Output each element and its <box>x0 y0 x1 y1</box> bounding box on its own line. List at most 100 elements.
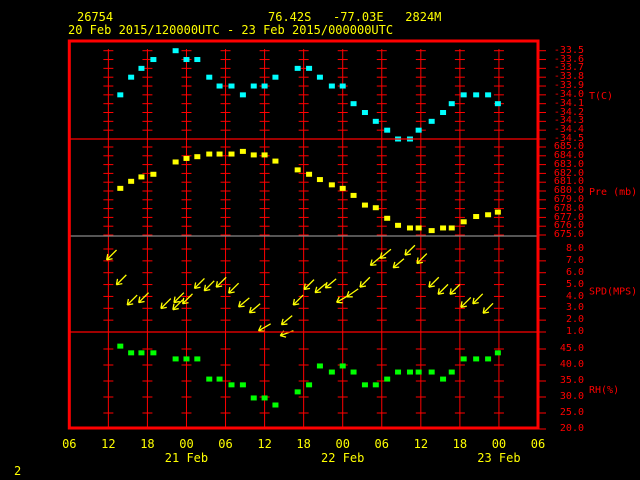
pressure-point <box>494 209 501 215</box>
wind-arrow-head <box>194 286 201 289</box>
wind-arrow-shaft <box>126 294 138 306</box>
wind-arrow-head <box>482 307 485 314</box>
pressure-point <box>350 192 357 198</box>
wind-arrow-shaft <box>258 323 271 332</box>
pressure-point <box>216 151 223 157</box>
y-tick-label: 3.0 <box>565 302 584 314</box>
temperature-point <box>216 83 223 89</box>
humidity-point <box>316 363 323 369</box>
plot-frame <box>67 39 540 430</box>
wind-arrow-shaft <box>460 296 472 308</box>
wind-arrow-shaft <box>115 274 127 286</box>
station-id: 26754 <box>77 10 114 24</box>
pressure-point <box>428 228 435 234</box>
wind-arrow-head <box>428 281 431 288</box>
wind-arrow-head <box>160 306 167 310</box>
wind-arrow-head <box>392 261 396 268</box>
y-tick-label: 4.0 <box>565 290 584 302</box>
wind-arrow-shaft <box>281 315 293 326</box>
humidity-point <box>428 369 435 375</box>
wind-arrow-head <box>314 286 318 293</box>
wind-arrow-head <box>138 300 145 304</box>
wind-arrow-head <box>160 302 163 309</box>
wind-arrow-shaft <box>160 298 172 309</box>
pressure-point <box>117 185 124 191</box>
wind-arrow-head <box>359 285 367 288</box>
temperature-point <box>117 92 124 98</box>
wind-arrow-head <box>193 282 197 289</box>
x-tick-label: 06 <box>375 437 389 451</box>
date-label: 21 Feb <box>165 451 208 465</box>
humidity-point <box>415 369 422 375</box>
humidity-point <box>372 382 379 388</box>
y-tick-label: -33.6 <box>553 53 584 65</box>
wind-arrow-head <box>369 259 373 266</box>
humidity-point <box>138 350 145 356</box>
wind-arrow-shaft <box>303 279 315 290</box>
wind-arrow-shaft <box>106 249 118 261</box>
wind-arrow-head <box>428 285 435 288</box>
pressure-point <box>150 171 157 177</box>
wind-arrow-head <box>281 323 288 326</box>
wind-arrow-head <box>293 303 300 306</box>
humidity-point <box>272 402 279 408</box>
temperature-point <box>261 83 268 89</box>
temperature-point <box>372 118 379 124</box>
wind-arrow-head <box>181 297 185 304</box>
wind-arrow-head <box>228 287 231 294</box>
y-tick-label: 25.0 <box>559 407 584 419</box>
y-tick-label: 681.0 <box>553 176 584 188</box>
wind-arrow-shaft <box>203 280 215 292</box>
y-tick-label: 685.0 <box>553 141 584 153</box>
wind-arrow-head <box>416 261 423 265</box>
wind-arrow-head <box>204 288 211 292</box>
y-tick-label: 684.0 <box>553 149 584 161</box>
temperature-point <box>460 92 467 98</box>
humidity-point <box>440 376 447 382</box>
temperature-point <box>328 83 335 89</box>
wind-arrow-shaft <box>370 255 382 266</box>
wind-arrow <box>472 293 484 305</box>
pressure-point <box>206 151 213 157</box>
pressure-point <box>316 177 323 183</box>
temperature-point <box>272 74 279 80</box>
y-tick-label: 5.0 <box>565 278 584 290</box>
panel-label-temperature: T(C) <box>589 91 613 102</box>
wind-arrow <box>138 292 150 304</box>
wind-arrow <box>215 276 227 288</box>
humidity-point <box>194 356 201 362</box>
wind-arrow-head <box>359 281 362 288</box>
humidity-point <box>117 343 124 349</box>
x-tick-label: 06 <box>531 437 545 451</box>
wind-arrow <box>181 293 193 305</box>
wind-arrow <box>416 253 428 265</box>
wind-arrow-head <box>437 288 440 295</box>
y-tick-label: 6.0 <box>565 266 584 278</box>
wind-arrow-head <box>216 285 223 288</box>
wind-arrow-head <box>336 296 340 303</box>
wind-arrow-head <box>249 311 256 314</box>
wind-arrow-shaft <box>416 253 428 264</box>
wind-arrow-head <box>292 298 296 306</box>
wind-arrow-head <box>106 258 113 261</box>
humidity-point <box>350 369 357 375</box>
wind-arrow-head <box>437 292 445 295</box>
y-tick-label: 676.0 <box>553 220 584 232</box>
pressure-point <box>473 214 480 220</box>
temperature-point <box>473 92 480 98</box>
y-tick-label: -34.1 <box>553 97 584 109</box>
y-tick-label: -34.4 <box>553 124 584 136</box>
y-tick-label: 40.0 <box>559 359 584 371</box>
pressure-point <box>261 152 268 158</box>
wind-arrow-shaft <box>228 282 240 294</box>
humidity-point <box>406 369 413 375</box>
wind-arrow-shaft <box>249 303 261 314</box>
wind-arrow-head <box>393 266 400 269</box>
x-tick-label: 18 <box>140 437 154 451</box>
wind-arrow-head <box>172 303 175 310</box>
wind-arrow-head <box>416 257 419 264</box>
pressure-point <box>306 171 313 177</box>
pressure-point <box>485 212 492 218</box>
wind-arrow-shaft <box>437 283 449 295</box>
